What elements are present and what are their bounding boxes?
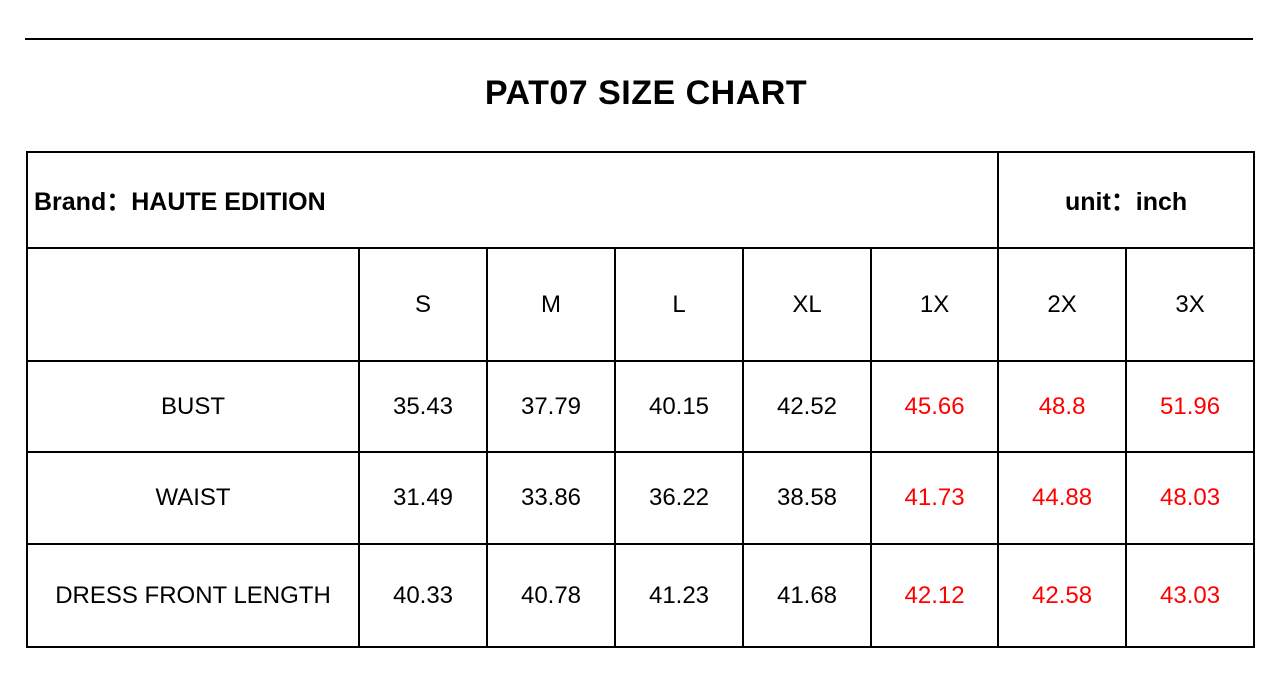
- brand-row: Brand：HAUTE EDITION unit：inch: [25, 151, 1256, 249]
- size-header-s: S: [358, 247, 488, 362]
- measurement-value: 38.58: [742, 451, 872, 545]
- measurement-value: 41.23: [614, 543, 744, 648]
- measurement-value: 44.88: [997, 451, 1128, 545]
- size-header-row: S M L XL 1X 2X 3X: [26, 247, 1256, 362]
- measurement-value: 41.73: [869, 451, 1000, 545]
- measurement-value: 48.03: [1125, 451, 1256, 545]
- size-header-xl: XL: [742, 247, 872, 362]
- measurement-value: 45.66: [869, 360, 1000, 453]
- size-header-1x: 1X: [869, 247, 1000, 362]
- table-row: DRESS FRONT LENGTH 40.33 40.78 41.23 41.68 42…: [26, 543, 1256, 648]
- measurement-value: 41.68: [742, 543, 872, 648]
- measurement-label: BUST: [26, 360, 360, 453]
- measurement-value: 48.8: [997, 360, 1128, 453]
- size-header-m: M: [486, 247, 616, 362]
- measurement-value: 42.58: [997, 543, 1128, 648]
- measurement-value: 31.49: [358, 451, 488, 545]
- table-row: BUST 35.43 37.79 40.15 42.52 45.66 48.8 51.96: [26, 360, 1256, 453]
- measurement-value: 40.33: [358, 543, 488, 648]
- size-chart-table: Brand：HAUTE EDITION unit：inch S M L XL 1X 2X 3…: [25, 151, 1256, 648]
- measurement-value: 42.52: [742, 360, 872, 453]
- measurement-label: DRESS FRONT LENGTH: [26, 543, 360, 648]
- table-row: WAIST 31.49 33.86 36.22 38.58 41.73 44.88 48.03: [26, 451, 1256, 545]
- size-header-2x: 2X: [997, 247, 1128, 362]
- unit-label: unit：inch: [997, 151, 1256, 249]
- measurement-value: 51.96: [1125, 360, 1256, 453]
- top-divider: [25, 38, 1253, 40]
- page-title: PAT07 SIZE CHART: [484, 74, 808, 112]
- measurement-value: 35.43: [358, 360, 488, 453]
- measurement-value: 37.79: [486, 360, 616, 453]
- corner-cell: [26, 247, 360, 362]
- brand-label: Brand：HAUTE EDITION: [25, 151, 1000, 249]
- measurement-value: 36.22: [614, 451, 744, 545]
- measurement-value: 40.15: [614, 360, 744, 453]
- measurement-value: 33.86: [486, 451, 616, 545]
- measurement-value: 40.78: [486, 543, 616, 648]
- measurement-value: 42.12: [869, 543, 1000, 648]
- measurement-label: WAIST: [26, 451, 360, 545]
- size-header-l: L: [614, 247, 744, 362]
- measurement-value: 43.03: [1125, 543, 1256, 648]
- size-header-3x: 3X: [1125, 247, 1256, 362]
